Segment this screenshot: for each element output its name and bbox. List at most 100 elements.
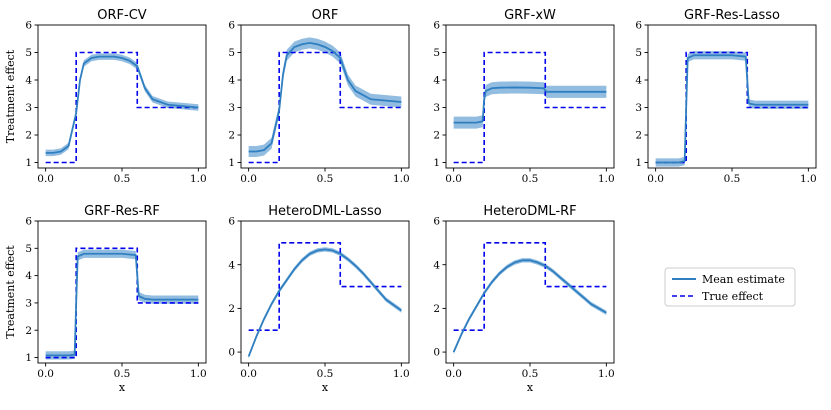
chart-5-true-effect <box>248 242 402 332</box>
chart-5-mean-estimate <box>247 248 402 357</box>
chart-3-band <box>655 51 809 167</box>
chart-4-band <box>45 249 199 360</box>
chart-3-ytick-label: 4 <box>635 75 642 87</box>
chart-5-ytick-label: 6 <box>228 216 235 228</box>
chart-4-ytick-label: 3 <box>25 298 32 310</box>
chart-2: 0.0 0.5 1.0 1 2 3 4 5 6 GRF-xW <box>433 8 614 185</box>
chart-6-ytick-label: 6 <box>433 216 440 228</box>
chart-2-ytick-label: 6 <box>433 20 440 32</box>
chart-0-ytick-label: 3 <box>25 102 32 114</box>
chart-4-xtick-label: 1.0 <box>190 368 207 380</box>
chart-0-ytick-label: 4 <box>25 75 32 87</box>
chart-4: 0.0 0.5 1.0 1 2 3 4 5 6 GRF-Res-RF x Treatment effe… <box>4 204 207 394</box>
chart-1-ytick-label: 1 <box>228 157 235 169</box>
chart-4-ytick-label: 4 <box>25 270 32 282</box>
chart-3-ytick-label: 5 <box>635 47 642 59</box>
chart-1-true-effect <box>248 51 402 164</box>
chart-0-frame <box>37 24 207 169</box>
chart-4-xlabel: x <box>119 381 126 394</box>
chart-0-ytick-label: 5 <box>25 47 32 59</box>
legend-true-label: True effect <box>702 290 764 303</box>
chart-4-mean-estimate <box>45 252 199 357</box>
chart-6-title: HeteroDML-RF <box>483 204 576 219</box>
chart-6-true-effect <box>453 242 607 332</box>
chart-2-ytick-label: 5 <box>433 47 440 59</box>
chart-3-xtick-label: 1.0 <box>800 173 817 185</box>
chart-0-xtick-label: 0.5 <box>114 173 131 185</box>
chart-4-xtick-label: 0.5 <box>114 368 131 380</box>
chart-2-title: GRF-xW <box>504 8 556 23</box>
chart-6-xtick-label: 0.0 <box>445 368 462 380</box>
chart-4-xtick-label: 0.0 <box>37 368 54 380</box>
chart-6-ytick-label: 0 <box>433 347 440 359</box>
chart-1-ytick-label: 4 <box>228 75 235 87</box>
legend-frame <box>664 267 796 307</box>
chart-3-title: GRF-Res-Lasso <box>684 8 780 23</box>
chart-1-ytick-label: 6 <box>228 20 235 32</box>
chart-0-mean-estimate <box>45 55 199 154</box>
chart-0-xtick-label: 1.0 <box>190 173 207 185</box>
chart-4-ylabel: Treatment effect <box>4 245 17 339</box>
chart-5-ytick-label: 0 <box>228 347 235 359</box>
chart-3-ytick-label: 1 <box>635 157 642 169</box>
chart-3-xtick-label: 0.0 <box>647 173 664 185</box>
chart-5-xtick-label: 1.0 <box>393 368 410 380</box>
chart-2-xtick-label: 0.0 <box>445 173 462 185</box>
chart-6-xtick-label: 0.5 <box>522 368 539 380</box>
chart-1-mean-estimate <box>248 41 402 153</box>
chart-1-xtick-label: 1.0 <box>393 173 410 185</box>
chart-5: 0.0 0.5 1.0 0 2 4 6 HeteroDML-Lasso x <box>228 204 409 394</box>
chart-6-ytick-label: 4 <box>433 259 440 271</box>
legend: Mean estimate True effect <box>664 267 796 307</box>
chart-1-ytick-label: 2 <box>228 130 235 142</box>
chart-1-xtick-label: 0.0 <box>240 173 257 185</box>
chart-4-title: GRF-Res-RF <box>84 204 160 219</box>
chart-0-ytick-label: 6 <box>25 20 32 32</box>
chart-5-band <box>248 247 402 359</box>
chart-6: 0.0 0.5 1.0 0 2 4 6 HeteroDML-RF x <box>433 204 614 394</box>
chart-6-ytick-label: 2 <box>433 303 440 315</box>
chart-5-ytick-label: 2 <box>228 303 235 315</box>
chart-5-ytick-label: 4 <box>228 259 235 271</box>
chart-2-true-effect <box>453 51 607 164</box>
chart-5-xtick-label: 0.5 <box>317 368 334 380</box>
chart-6-mean-estimate <box>452 259 607 353</box>
chart-3-ytick-label: 6 <box>635 20 642 32</box>
chart-1-xtick-label: 0.5 <box>317 173 334 185</box>
chart-1-ytick-label: 3 <box>228 102 235 114</box>
chart-2-xtick-label: 1.0 <box>598 173 615 185</box>
chart-4-ytick-label: 5 <box>25 243 32 255</box>
chart-0-ytick-label: 2 <box>25 130 32 142</box>
chart-3: 0.0 0.5 1.0 1 2 3 4 5 6 GRF-Res-Lasso <box>635 8 816 185</box>
chart-4-true-effect <box>45 247 199 359</box>
chart-0-title: ORF-CV <box>97 8 147 23</box>
chart-2-mean-estimate <box>453 86 607 124</box>
chart-3-mean-estimate <box>655 54 809 164</box>
chart-4-ytick-label: 1 <box>25 352 32 364</box>
chart-1-ytick-label: 5 <box>228 47 235 59</box>
chart-6-xtick-label: 1.0 <box>598 368 615 380</box>
chart-3-frame <box>647 24 817 169</box>
chart-0-true-effect <box>45 51 199 164</box>
chart-5-xtick-label: 0.0 <box>240 368 257 380</box>
chart-0-ylabel: Treatment effect <box>4 49 17 143</box>
chart-2-xtick-label: 0.5 <box>522 173 539 185</box>
chart-2-band <box>453 81 607 129</box>
chart-0: 0.0 0.5 1.0 1 2 3 4 5 6 ORF-CV Treatment effect <box>4 8 207 185</box>
chart-5-xlabel: x <box>322 381 329 394</box>
chart-3-ytick-label: 3 <box>635 102 642 114</box>
chart-1-band <box>248 37 402 157</box>
chart-0-ytick-label: 1 <box>25 157 32 169</box>
chart-2-ytick-label: 3 <box>433 102 440 114</box>
chart-3-ytick-label: 2 <box>635 130 642 142</box>
chart-3-xtick-label: 0.5 <box>724 173 741 185</box>
chart-2-ytick-label: 2 <box>433 130 440 142</box>
chart-4-ytick-label: 2 <box>25 325 32 337</box>
chart-4-ytick-label: 6 <box>25 216 32 228</box>
chart-5-title: HeteroDML-Lasso <box>268 204 382 219</box>
legend-mean-label: Mean estimate <box>702 273 785 286</box>
chart-0-xtick-label: 0.0 <box>37 173 54 185</box>
chart-4-frame <box>37 220 207 364</box>
chart-1-title: ORF <box>312 8 339 23</box>
